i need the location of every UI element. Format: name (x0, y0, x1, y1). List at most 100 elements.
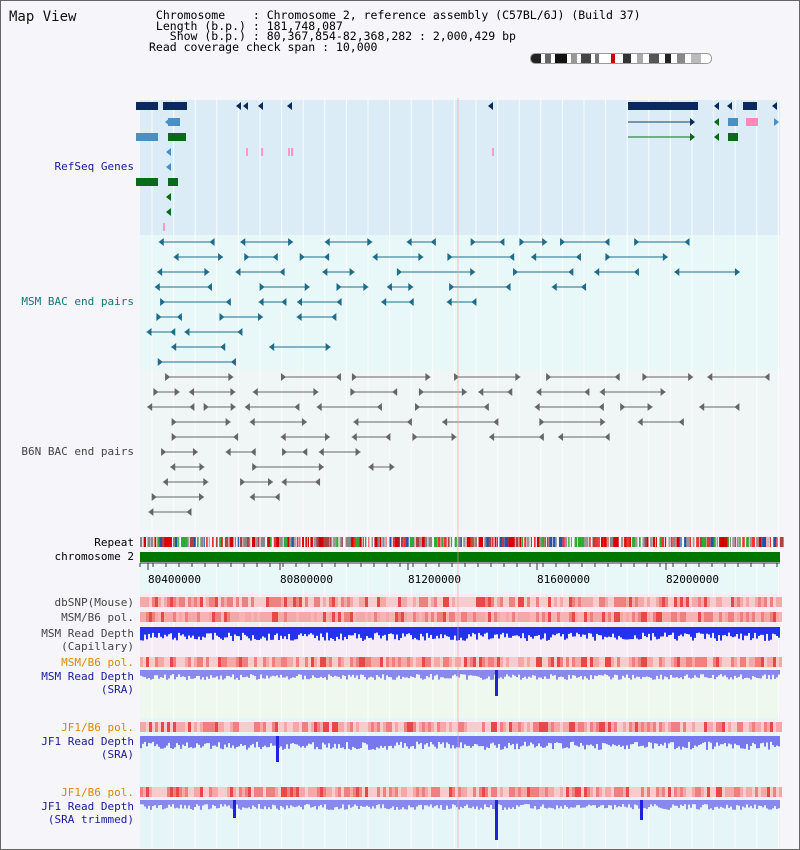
repeat-element (769, 537, 772, 547)
heat-cell (737, 597, 740, 607)
msm-bac-track[interactable] (146, 238, 740, 366)
depth-bar (624, 627, 626, 640)
track-label-jf1-b6-pol-trimmed[interactable]: JF1/B6 pol. (61, 786, 134, 799)
depth-bar (202, 736, 204, 747)
depth-bar (762, 627, 764, 635)
repeat-element (644, 537, 648, 547)
depth-bar (244, 627, 246, 635)
heat-cell (350, 722, 353, 732)
depth-bar (652, 670, 654, 680)
depth-bar (344, 627, 346, 637)
bac-end (599, 388, 605, 396)
track-label-b6n-bac[interactable]: B6N BAC end pairs (21, 445, 134, 458)
depth-bar (726, 736, 728, 747)
heat-cell (428, 722, 431, 732)
b6n-bac-track[interactable] (147, 373, 770, 516)
heat-cell (743, 787, 746, 797)
depth-bar (746, 670, 748, 678)
depth-bar (776, 800, 778, 810)
depth-bar (676, 627, 678, 641)
chromosome-track[interactable] (140, 552, 780, 562)
heat-cell (548, 612, 551, 622)
heat-cell (509, 597, 512, 607)
track-label-msm-b6-pol-sra[interactable]: MSM/B6 pol. (61, 656, 134, 669)
heat-cell (185, 657, 188, 667)
heat-cell (761, 657, 764, 667)
heat-cell (650, 612, 653, 622)
track-label-msm-depth-capillary[interactable]: MSM Read Depth (Capillary) (41, 627, 134, 653)
bac-end (367, 238, 373, 246)
repeat-track[interactable] (140, 537, 784, 547)
heat-cell (197, 657, 200, 667)
depth-bar (506, 627, 508, 634)
heat-cell (302, 657, 305, 667)
depth-bar (560, 627, 562, 637)
refseq-genes-track[interactable] (136, 102, 779, 231)
heat-cell (431, 612, 434, 622)
heat-cell (245, 787, 248, 797)
heat-cell (278, 657, 281, 667)
depth-bar (214, 670, 216, 678)
track-label-jf1-depth-sra[interactable]: JF1 Read Depth (SRA) (41, 735, 134, 761)
depth-bar (396, 627, 398, 635)
track-label-msm-bac[interactable]: MSM BAC end pairs (21, 295, 134, 308)
depth-bar (432, 670, 434, 680)
heat-cell (302, 612, 305, 622)
heat-cell (239, 657, 242, 667)
repeat-element (555, 537, 557, 547)
depth-bar (230, 627, 232, 636)
heat-cell (482, 722, 485, 732)
heat-cell (701, 597, 704, 607)
depth-bar (450, 736, 452, 749)
heat-cell (611, 612, 614, 622)
depth-bar (238, 627, 240, 637)
depth-bar (156, 736, 158, 745)
heat-cell (299, 657, 302, 667)
depth-bar (394, 627, 396, 640)
track-label-jf1-b6-pol[interactable]: JF1/B6 pol. (61, 721, 134, 734)
repeat-element (494, 537, 497, 547)
track-label-dbsnp[interactable]: dbSNP(Mouse) (54, 596, 134, 609)
depth-bar (294, 627, 296, 640)
gene-block (168, 118, 180, 126)
track-label-jf1-depth-trimmed[interactable]: JF1 Read Depth (SRA trimmed) (41, 800, 134, 826)
depth-bar (310, 670, 312, 679)
track-label-msm-depth-sra[interactable]: MSM Read Depth (SRA) (41, 670, 134, 696)
coverage-tracks[interactable] (140, 597, 782, 840)
depth-bar (312, 670, 314, 676)
repeat-element (655, 537, 657, 547)
repeat-element (183, 537, 188, 547)
track-label-repeat[interactable]: Repeat (94, 536, 134, 549)
depth-bar (260, 670, 262, 675)
track-label-chromosome[interactable]: chromosome 2 (54, 550, 134, 563)
track-label-refseq-genes[interactable]: RefSeq Genes (54, 160, 134, 173)
heat-cell (269, 612, 272, 622)
heat-cell (533, 657, 536, 667)
heat-cell (308, 612, 311, 622)
heat-cell (410, 612, 413, 622)
depth-bar (436, 800, 438, 806)
track-label-msm-b6-pol[interactable]: MSM/B6 pol. (61, 611, 134, 624)
depth-bar (456, 736, 458, 748)
depth-bar (280, 800, 282, 806)
heat-cell (554, 722, 557, 732)
depth-bar (176, 670, 178, 677)
strand-arrow (166, 163, 171, 171)
depth-bar (492, 670, 494, 680)
chromosome-ideogram[interactable] (530, 53, 712, 64)
depth-bar (172, 670, 174, 675)
heat-cell (395, 612, 398, 622)
heat-cell (596, 597, 599, 607)
heat-cell (515, 597, 518, 607)
bac-end (493, 418, 499, 426)
depth-bar (318, 670, 320, 678)
depth-bar (736, 627, 738, 635)
depth-bar (296, 800, 298, 807)
depth-bar (224, 736, 226, 745)
heat-cell (608, 597, 611, 607)
heat-cell (710, 657, 713, 667)
heat-cell (650, 597, 653, 607)
heat-cell (767, 722, 770, 732)
depth-bar (376, 627, 378, 633)
